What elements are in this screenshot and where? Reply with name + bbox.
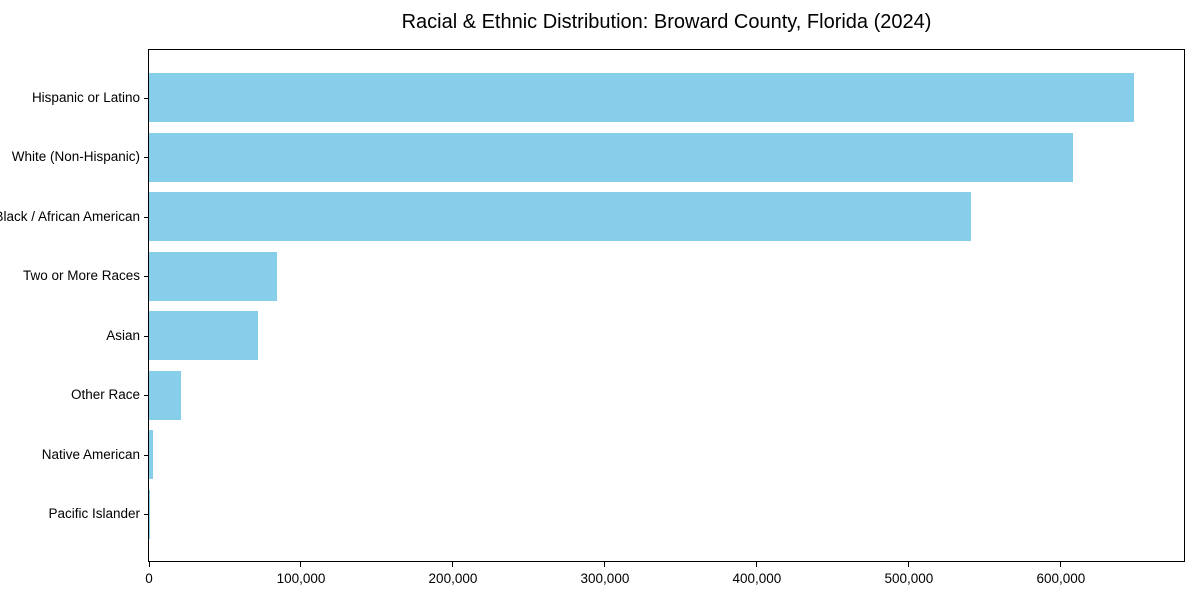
plot-area [148,49,1185,562]
y-axis-label: White (Non-Hispanic) [11,149,140,164]
x-tick-mark [604,562,606,567]
x-tick-mark [300,562,302,567]
x-tick-label: 100,000 [276,571,326,586]
x-tick-label: 400,000 [732,571,782,586]
y-tick-mark [144,454,148,456]
y-tick-mark [144,157,148,158]
y-axis-label: Pacific Islander [48,506,140,521]
x-tick-mark [1060,562,1062,567]
bar-asian [149,311,259,360]
y-axis-label: Other Race [70,387,140,402]
bar-black-african-american [149,192,972,241]
x-tick-mark [756,562,758,567]
y-tick-mark [144,276,148,277]
bar-two-or-more-races [149,251,277,301]
x-tick-label: 500,000 [884,571,934,586]
y-tick-mark [144,97,148,99]
y-axis-label: Black / African American [0,208,140,224]
x-tick-mark [148,562,150,567]
y-tick-mark [144,335,148,337]
x-tick-label: 200,000 [428,571,478,586]
y-tick-mark [144,216,148,218]
x-tick-label: 0 [145,571,153,586]
bar-white-non-hispanic [149,132,1074,182]
y-axis-label: Asian [106,327,140,343]
bar-pacific-islander [149,489,150,539]
bar-hispanic-or-latino [149,73,1134,122]
bar-native-american [149,430,153,479]
x-tick-label: 600,000 [1036,571,1086,586]
y-tick-mark [144,514,148,515]
y-axis-label: Hispanic or Latino [31,89,140,105]
chart-title: Racial & Ethnic Distribution: Broward Co… [401,11,932,33]
x-tick-mark [452,562,454,567]
y-axis-label: Native American [41,446,140,462]
x-tick-mark [908,562,910,567]
y-tick-mark [144,395,148,396]
y-axis-label: Two or More Races [22,268,140,283]
bar-other-race [149,370,181,420]
x-tick-label: 300,000 [580,571,630,586]
